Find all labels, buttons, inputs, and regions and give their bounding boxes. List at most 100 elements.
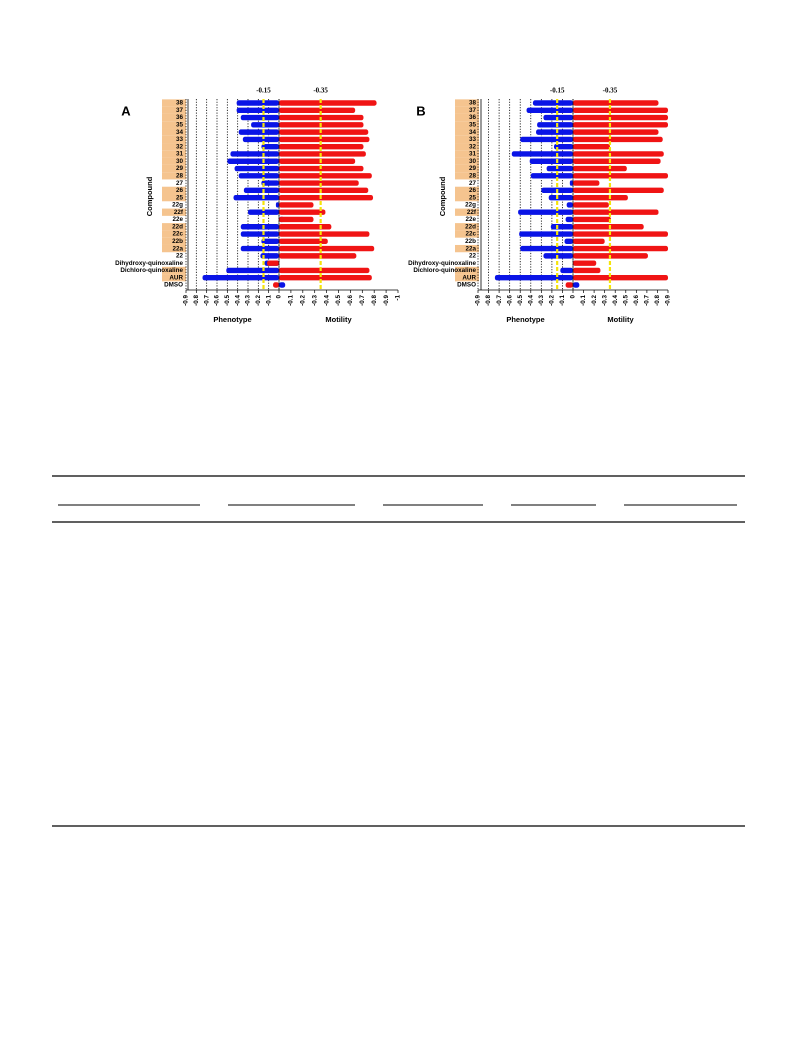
bar <box>573 275 668 281</box>
x-tick-label: -0.5 <box>517 295 524 306</box>
category-highlight <box>162 237 186 245</box>
x-tick-label: -0.8 <box>654 295 661 306</box>
bar <box>261 238 279 245</box>
category-highlight <box>162 194 186 202</box>
category-label: 22b <box>172 238 183 245</box>
category-highlight <box>455 135 479 144</box>
bar <box>279 282 286 288</box>
bar <box>226 267 279 274</box>
category-highlight <box>162 113 186 122</box>
y-axis-title: Compound <box>438 176 447 216</box>
bar <box>573 282 580 288</box>
bar <box>564 238 573 245</box>
blank-table <box>52 475 745 827</box>
bar <box>573 187 664 194</box>
bar <box>251 122 279 128</box>
bar <box>279 187 369 194</box>
bar <box>573 209 659 215</box>
category-label: 37 <box>176 107 184 114</box>
x-tick-label: -0.2 <box>299 295 306 306</box>
category-label: 34 <box>176 129 184 136</box>
bar <box>573 136 663 143</box>
category-highlight <box>455 274 479 282</box>
x-tick-label: -0.7 <box>644 295 651 306</box>
bar <box>279 253 357 259</box>
bar <box>573 224 644 230</box>
category-label: 22d <box>465 223 476 230</box>
category-label: 22d <box>172 223 183 230</box>
category-label: 22f <box>174 209 184 216</box>
x-axis-title: Phenotype <box>213 315 251 324</box>
bar <box>569 180 573 186</box>
category-label: 25 <box>469 194 477 201</box>
x-tick-label: -0.4 <box>612 295 619 306</box>
bar <box>537 122 573 128</box>
x-tick-label: -0.9 <box>383 295 390 306</box>
x-tick-label: -0.8 <box>485 295 492 306</box>
category-highlight <box>162 150 186 158</box>
category-highlight <box>455 194 479 202</box>
bar <box>279 209 326 215</box>
panel: B Compound 383736353433323130292827262522g… <box>408 87 672 324</box>
y-axis-title: Compound <box>145 176 154 216</box>
x-tick-label: -0.6 <box>506 295 513 306</box>
category-label: AUR <box>462 274 476 281</box>
category-label: DMSO <box>164 282 183 289</box>
x-tick-label: -0.1 <box>265 295 272 306</box>
x-tick-label: -0.3 <box>601 295 608 306</box>
category-label: 22e <box>172 216 183 223</box>
x-tick-label: -0.5 <box>622 295 629 306</box>
bar <box>279 136 370 143</box>
x-tick-label: -0.3 <box>311 295 318 306</box>
x-tick-label: -0.6 <box>214 295 221 306</box>
bar <box>238 173 279 179</box>
category-label: 29 <box>176 165 184 172</box>
category-label: 22 <box>469 253 477 260</box>
category-label: 31 <box>176 151 184 158</box>
bar <box>573 267 601 274</box>
category-highlight <box>162 164 186 173</box>
x-tick-label: -0.7 <box>359 295 366 306</box>
bar <box>511 151 573 157</box>
bar <box>273 282 279 288</box>
x-tick-label: -0.3 <box>538 295 545 306</box>
bar <box>279 151 366 157</box>
x-tick-label: -0.9 <box>665 295 672 306</box>
category-highlight <box>162 223 186 231</box>
category-label: Dichloro-quinoxaline <box>413 267 476 274</box>
category-label: 38 <box>469 100 477 107</box>
category-label: 32 <box>176 143 184 150</box>
category-highlight <box>162 208 186 216</box>
category-label: 33 <box>176 136 184 143</box>
bar <box>243 187 279 194</box>
bar <box>573 180 600 186</box>
bar <box>240 245 279 252</box>
category-highlight <box>455 99 479 107</box>
bar <box>565 216 573 223</box>
bar <box>279 158 356 164</box>
bar <box>560 267 573 274</box>
category-highlight <box>162 266 186 275</box>
bar <box>529 158 573 164</box>
threshold-label: -0.35 <box>603 87 618 95</box>
bar <box>573 231 668 237</box>
x-tick-label: 0 <box>570 295 577 299</box>
category-highlight <box>455 143 479 151</box>
bar <box>279 107 356 113</box>
bar <box>573 107 668 113</box>
bar <box>573 216 611 223</box>
bar <box>236 100 279 106</box>
bar <box>279 231 370 237</box>
x-tick-label: -0.1 <box>288 295 295 306</box>
x-tick-label: -0.7 <box>496 295 503 306</box>
x-tick-label: -0.1 <box>559 295 566 306</box>
bar <box>573 158 661 164</box>
bar <box>554 143 573 150</box>
bar <box>573 194 628 201</box>
bar <box>279 238 328 245</box>
category-highlight <box>455 172 479 180</box>
category-label: 22c <box>172 231 183 238</box>
category-label: 22f <box>467 209 477 216</box>
category-highlight <box>455 113 479 122</box>
category-label: 38 <box>176 100 184 107</box>
